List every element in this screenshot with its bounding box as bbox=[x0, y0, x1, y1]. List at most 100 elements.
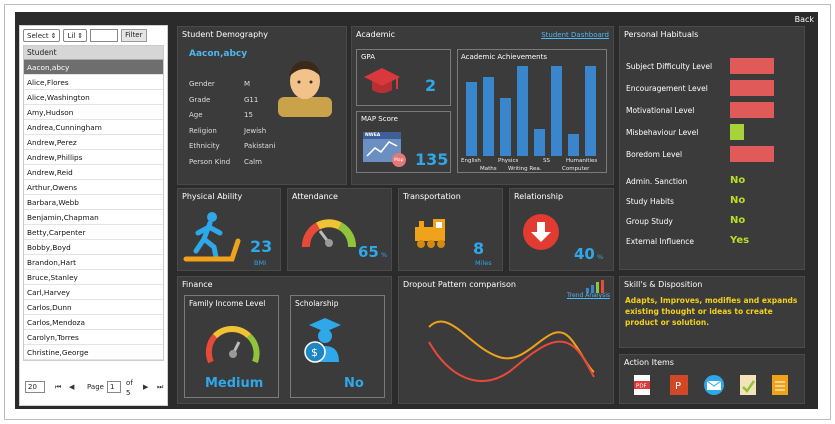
habit-flag-label: Study Habits bbox=[626, 197, 674, 206]
habit-level-bar bbox=[730, 124, 744, 140]
dropout-pattern-panel: Dropout Pattern comparison Trend Analysi… bbox=[398, 276, 614, 404]
select-dropdown-2[interactable]: Lil ⇕ bbox=[63, 29, 88, 42]
svg-text:PDF: PDF bbox=[636, 384, 647, 390]
habit-level-bar bbox=[730, 102, 774, 118]
action-items-panel: Action Items PDF P bbox=[619, 354, 805, 404]
demography-field-value: Calm bbox=[244, 157, 262, 166]
trend-bars-icon bbox=[586, 280, 604, 293]
habituals-title: Personal Habituals bbox=[624, 30, 699, 39]
demography-field-value: M bbox=[244, 80, 251, 88]
dropout-series-red bbox=[428, 340, 595, 382]
student-avatar-icon bbox=[278, 61, 332, 117]
habit-label: Motivational Level bbox=[626, 106, 695, 115]
habit-flag-value: Yes bbox=[730, 235, 750, 246]
page-input[interactable]: 1 bbox=[107, 381, 121, 393]
filter-input[interactable] bbox=[90, 29, 119, 42]
document-icon[interactable] bbox=[772, 375, 788, 395]
student-list-item[interactable]: Bruce,Stanley bbox=[24, 270, 163, 285]
student-list-item[interactable]: Carlos,Dunn bbox=[24, 300, 163, 315]
student-list-item[interactable]: Barbara,Webb bbox=[24, 195, 163, 210]
achievement-bar bbox=[585, 66, 596, 156]
page-size-select[interactable]: 20 bbox=[25, 381, 45, 393]
habit-level-bar bbox=[730, 146, 774, 162]
student-list-item[interactable]: Arthur,Owens bbox=[24, 180, 163, 195]
select-1-label: Select bbox=[27, 31, 49, 40]
map-score-title: MAP Score bbox=[361, 115, 398, 123]
dashboard: Back Select ⇕ Lil ⇕ Filter Student Aacon,a… bbox=[15, 12, 818, 409]
trend-analysis-link[interactable]: Trend Analysis bbox=[566, 292, 610, 299]
family-income-card: Family Income Level Medium bbox=[184, 295, 279, 398]
map-score-card: MAP Score NWEA Map 135 bbox=[356, 111, 451, 173]
student-list-item[interactable]: Christine,George bbox=[24, 345, 163, 360]
page-label: Page bbox=[87, 383, 104, 391]
achievements-title: Academic Achievements bbox=[461, 53, 547, 61]
demography-field-value: Jewish bbox=[244, 126, 267, 135]
student-list-item[interactable]: Alice,Flores bbox=[24, 75, 163, 90]
student-list-item[interactable]: Andrew,Phillips bbox=[24, 150, 163, 165]
dropout-series-orange bbox=[428, 320, 595, 373]
habit-flag-value: No bbox=[730, 195, 746, 206]
habit-flag-value: No bbox=[730, 215, 746, 226]
income-gauge-icon bbox=[205, 325, 260, 364]
prev-page-icon[interactable]: ◀ bbox=[69, 383, 75, 391]
student-list-item[interactable]: Andrew,Perez bbox=[24, 135, 163, 150]
svg-text:$: $ bbox=[311, 346, 318, 359]
pdf-icon[interactable]: PDF bbox=[634, 375, 650, 395]
habit-label: Misbehaviour Level bbox=[626, 128, 699, 137]
student-demography-panel: Student Demography Aacon,abcy Gender M Gra… bbox=[177, 26, 347, 185]
physical-ability-panel: Physical Ability 23 BMI bbox=[177, 188, 281, 271]
achievement-bar bbox=[551, 66, 562, 156]
student-list-item[interactable]: Aacon,abcy bbox=[24, 60, 163, 75]
gpa-card: GPA 2 bbox=[356, 49, 451, 106]
attendance-panel: Attendance 65 % bbox=[287, 188, 392, 271]
student-list-item[interactable]: Alice,Washington bbox=[24, 90, 163, 105]
student-list-item[interactable]: Benjamin,Chapman bbox=[24, 210, 163, 225]
page-of: of 5 bbox=[126, 378, 133, 398]
achievement-axis-label: Maths bbox=[480, 166, 497, 172]
attendance-title: Attendance bbox=[292, 192, 338, 201]
academic-achievements-card: Academic Achievements English Physics SS Hu… bbox=[457, 49, 607, 173]
svg-text:P: P bbox=[675, 381, 681, 392]
filter-button[interactable]: Filter bbox=[121, 29, 147, 42]
finance-title: Finance bbox=[182, 280, 213, 289]
map-tag: Map bbox=[394, 158, 404, 163]
train-icon bbox=[415, 219, 445, 248]
select-2-label: Lil bbox=[67, 31, 76, 40]
student-list: Student Aacon,abcy Alice,Flores Alice,Wash… bbox=[23, 45, 164, 361]
treadmill-runner-icon bbox=[183, 212, 241, 262]
action-items-title: Action Items bbox=[624, 358, 674, 367]
achievement-axis-label: English bbox=[461, 158, 481, 164]
student-list-item[interactable]: Brandon,Hart bbox=[24, 255, 163, 270]
student-list-item[interactable]: Andrew,Reid bbox=[24, 165, 163, 180]
gpa-title: GPA bbox=[361, 53, 375, 61]
student-list-item[interactable]: Betty,Carpenter bbox=[24, 225, 163, 240]
student-list-item[interactable]: Carolyn,Torres bbox=[24, 330, 163, 345]
student-list-item[interactable]: Bobby,Boyd bbox=[24, 240, 163, 255]
last-page-icon[interactable]: ⏭ bbox=[157, 383, 164, 391]
finance-panel: Finance Family Income Level Medium Schol… bbox=[177, 276, 392, 404]
action-icons-row: PDF P bbox=[634, 375, 788, 395]
select-dropdown-1[interactable]: Select ⇕ bbox=[23, 29, 61, 42]
student-list-item[interactable]: Carl,Harvey bbox=[24, 285, 163, 300]
total-pages: 5 bbox=[126, 389, 131, 397]
student-list-item[interactable]: Carlos,Mendoza bbox=[24, 315, 163, 330]
demography-field-label: Gender bbox=[189, 80, 215, 88]
habit-flag-value: No bbox=[730, 175, 746, 186]
student-list-header: Student bbox=[24, 46, 163, 60]
student-dashboard-link[interactable]: Student Dashboard bbox=[541, 31, 609, 39]
achievement-axis-label: Humanities bbox=[566, 158, 598, 164]
email-icon[interactable] bbox=[704, 375, 724, 395]
first-page-icon[interactable]: ⏮ bbox=[55, 383, 62, 391]
demography-title: Student Demography bbox=[182, 30, 268, 39]
certificate-icon[interactable] bbox=[740, 375, 756, 395]
chevron-icon: ⇕ bbox=[50, 31, 57, 40]
achievement-bar bbox=[568, 133, 579, 156]
powerpoint-icon[interactable]: P bbox=[670, 375, 688, 395]
down-arrow-icon bbox=[523, 214, 559, 250]
next-page-icon[interactable]: ▶ bbox=[143, 383, 149, 391]
nwea-badge: NWEA bbox=[365, 133, 381, 138]
student-list-item[interactable]: Andrea,Cunningham bbox=[24, 120, 163, 135]
back-link[interactable]: Back bbox=[794, 15, 814, 24]
student-list-item[interactable]: Amy,Hudson bbox=[24, 105, 163, 120]
scholarship-icon: $ bbox=[304, 318, 341, 363]
